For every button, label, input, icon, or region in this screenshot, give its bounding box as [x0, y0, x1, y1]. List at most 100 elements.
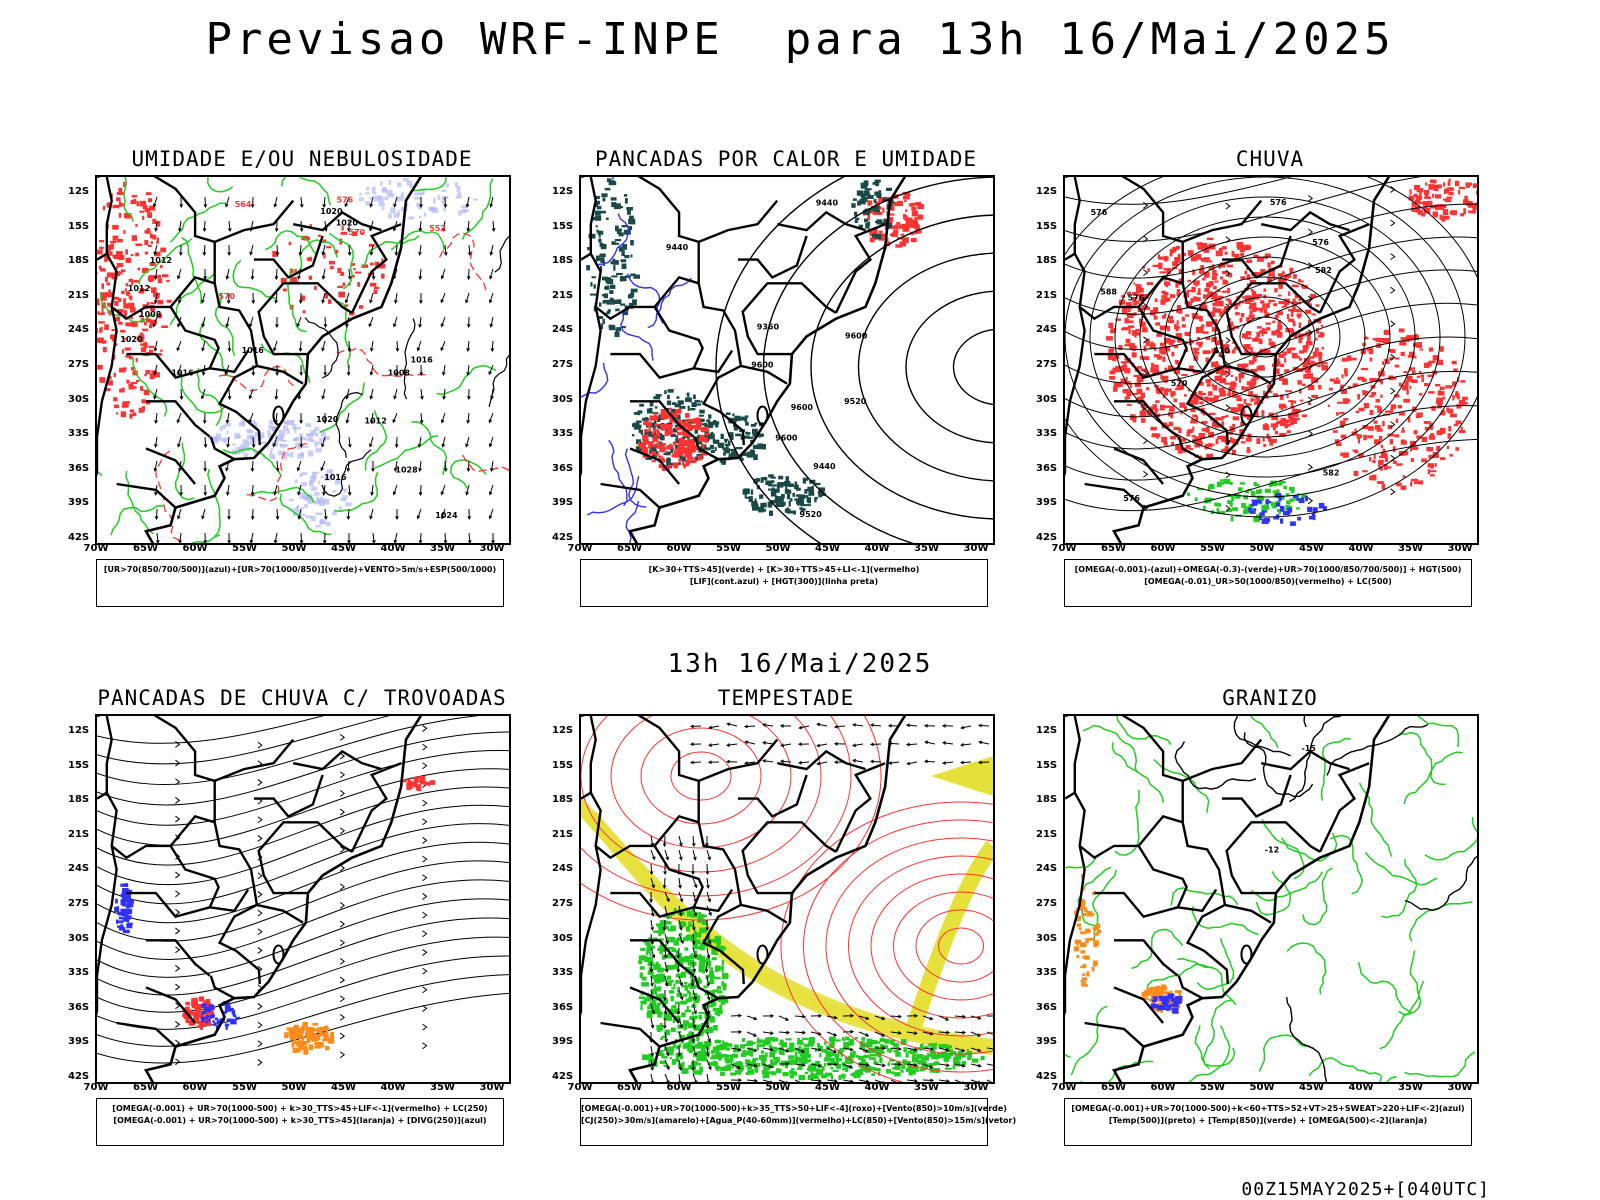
shaded-cell	[1327, 404, 1330, 407]
shaded-cell	[142, 205, 148, 210]
shaded-cell	[1160, 299, 1166, 305]
shaded-cell	[941, 1044, 949, 1049]
shaded-cell	[1109, 329, 1116, 334]
shaded-cell	[884, 241, 891, 247]
wind-vector-head	[347, 228, 351, 233]
shaded-cell	[1321, 346, 1324, 350]
shaded-cell	[243, 453, 249, 458]
shaded-cell	[679, 956, 686, 962]
shaded-cell	[1289, 486, 1295, 491]
shaded-cell	[708, 965, 711, 969]
shaded-cell	[882, 198, 889, 202]
wind-vector	[225, 196, 230, 207]
shaded-cell	[131, 321, 138, 327]
shaded-cell	[624, 275, 631, 278]
shaded-cell	[679, 406, 686, 409]
shaded-cell	[756, 434, 762, 438]
shaded-cell	[102, 205, 106, 211]
wind-vector-head	[347, 252, 352, 257]
shaded-cell	[694, 403, 702, 406]
wind-vector	[664, 1031, 667, 1042]
shaded-cell	[217, 437, 222, 442]
contour-label: 9600	[775, 434, 798, 443]
shaded-cell	[829, 1036, 835, 1041]
shaded-cell	[1221, 415, 1226, 419]
shaded-cell	[683, 464, 686, 469]
country-border	[693, 436, 719, 461]
shaded-cell	[701, 1044, 707, 1049]
shaded-cell	[1299, 350, 1304, 354]
shaded-cell	[144, 251, 149, 255]
shaded-cell	[1227, 367, 1231, 373]
shaded-cell	[1437, 402, 1442, 409]
lon-tick-label: 45W	[1299, 543, 1324, 554]
shaded-cell	[1176, 384, 1183, 391]
shaded-cell	[1445, 198, 1450, 202]
shaded-cell	[792, 492, 795, 497]
shaded-cell	[358, 305, 364, 309]
shaded-cell	[309, 224, 313, 228]
shaded-cell	[1219, 311, 1224, 317]
shaded-cell	[972, 1058, 979, 1063]
shaded-cell	[598, 302, 602, 307]
wind-vector-head	[488, 419, 493, 424]
shaded-cell	[1263, 256, 1268, 259]
contour-label: 1008	[388, 369, 411, 378]
shaded-cell	[720, 999, 726, 1005]
shaded-cell	[1198, 432, 1206, 439]
shaded-cell	[704, 966, 707, 971]
shaded-cell	[144, 321, 147, 326]
wind-vector-head	[466, 347, 471, 352]
shaded-cell	[1175, 282, 1179, 288]
shaded-cell	[1287, 314, 1290, 319]
wind-vector-head	[179, 396, 184, 401]
shaded-cell	[1173, 345, 1178, 349]
shaded-cell	[861, 1067, 864, 1073]
shaded-cell	[678, 1034, 681, 1039]
wind-vector-head	[249, 251, 253, 256]
shaded-cell	[865, 223, 870, 229]
wind-vector-head	[298, 252, 303, 257]
shaded-cell	[112, 235, 119, 241]
wind-vector	[204, 196, 206, 208]
lon-tick-label: 60W	[182, 1082, 208, 1093]
wind-vector-head	[707, 898, 712, 903]
shaded-cell	[1251, 499, 1258, 502]
shaded-cell	[1268, 338, 1272, 341]
shaded-cell	[307, 498, 313, 504]
wind-vector	[489, 412, 494, 423]
shaded-cell	[830, 1041, 835, 1047]
shaded-cell	[1153, 354, 1160, 358]
wind-vector	[298, 508, 302, 519]
shaded-cell	[152, 218, 157, 224]
shaded-cell	[1146, 338, 1150, 341]
wind-vector-head	[678, 912, 683, 917]
shaded-cell	[1182, 252, 1186, 257]
shaded-cell	[782, 1072, 789, 1077]
shaded-cell	[694, 929, 697, 934]
shaded-cell	[954, 1053, 961, 1059]
legend-line: [K>30+TTS>45](verde) + [K>30+TTS>45+LI<-…	[648, 565, 920, 574]
lat-tick-label: 12S	[68, 186, 90, 197]
shaded-cell	[726, 1043, 733, 1047]
lon-tick-label: 30W	[963, 543, 989, 554]
wind-vector	[347, 460, 350, 472]
shaded-cell	[288, 453, 291, 457]
shaded-cell	[657, 1029, 661, 1033]
shaded-cell	[785, 1038, 792, 1041]
shaded-cell	[1305, 331, 1310, 334]
wind-vector-head	[368, 323, 373, 328]
shaded-cell	[301, 472, 308, 475]
shaded-cell	[900, 1069, 904, 1073]
shaded-cell	[765, 480, 772, 485]
lat-tick-label: 30S	[1036, 393, 1058, 405]
shaded-cell	[630, 240, 634, 246]
shaded-cell	[749, 1052, 754, 1057]
lat-tick-label: 18S	[552, 255, 574, 267]
shaded-cell	[1448, 191, 1454, 196]
shaded-cell	[768, 474, 774, 478]
shaded-cell	[1406, 388, 1409, 395]
streamline-arrow	[1225, 269, 1231, 277]
shaded-cell	[1427, 361, 1432, 367]
shaded-cell	[1352, 449, 1358, 452]
